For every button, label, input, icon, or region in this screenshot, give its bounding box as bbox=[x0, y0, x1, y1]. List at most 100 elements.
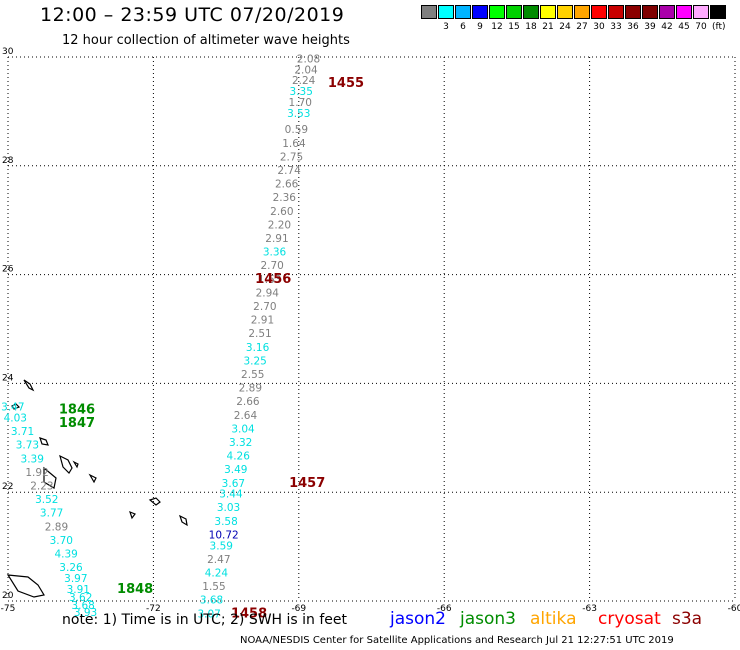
wave-height-value: 3.47 bbox=[1, 402, 24, 414]
turks-islands bbox=[129, 497, 161, 520]
wave-height-value: 3.59 bbox=[210, 540, 233, 552]
wave-height-value: 2.55 bbox=[241, 369, 264, 381]
wave-height-value: 3.25 bbox=[243, 355, 266, 367]
color-scale-label: 30 bbox=[593, 22, 605, 32]
wave-height-value: 1.55 bbox=[202, 581, 225, 593]
wave-height-value: 3.67 bbox=[222, 478, 245, 490]
satellite-label-jason2: jason2 bbox=[390, 609, 446, 629]
wave-height-value: 3.93 bbox=[74, 607, 97, 619]
color-swatch bbox=[659, 5, 675, 19]
chart-subtitle: 12 hour collection of altimeter wave hei… bbox=[62, 33, 350, 48]
wave-height-value: 3.58 bbox=[214, 516, 237, 528]
latitude-tick-label: 30 bbox=[2, 47, 14, 57]
bahamas-island-4 bbox=[59, 454, 73, 474]
wave-height-value: 2.75 bbox=[280, 151, 303, 163]
wave-height-value: 3.68 bbox=[200, 595, 223, 607]
color-swatch bbox=[574, 5, 590, 19]
wave-height-value: 2.04 bbox=[294, 64, 318, 76]
latitude-tick-label: 26 bbox=[2, 265, 14, 275]
wave-height-value: 1.92 bbox=[25, 467, 48, 479]
pass-time-label: 1455 bbox=[328, 76, 364, 91]
color-swatch bbox=[540, 5, 556, 19]
wave-height-value: 3.77 bbox=[40, 508, 63, 520]
land-outlines bbox=[6, 379, 188, 598]
wave-height-value: 1.64 bbox=[282, 138, 306, 150]
pass-time-label: 1847 bbox=[59, 416, 95, 431]
color-scale-label: 24 bbox=[559, 22, 571, 32]
wave-height-value: 2.91 bbox=[251, 315, 274, 327]
longitude-tick-label: -63 bbox=[582, 604, 597, 614]
wave-height-value: 2.94 bbox=[256, 287, 280, 299]
color-swatch bbox=[625, 5, 641, 19]
wave-height-value: 1.70 bbox=[289, 97, 312, 109]
wave-height-value: 3.73 bbox=[16, 440, 39, 452]
bahamas-island-5 bbox=[72, 460, 79, 469]
wave-height-value: 2.91 bbox=[265, 233, 288, 245]
wave-height-value: 10.72 bbox=[209, 529, 239, 541]
longitude-tick-label: -60 bbox=[728, 604, 740, 614]
color-scale-label: 27 bbox=[576, 22, 588, 32]
color-swatch bbox=[693, 5, 709, 19]
color-swatch bbox=[455, 5, 471, 19]
wave-height-value: 3.70 bbox=[50, 535, 73, 547]
wave-height-value: 2.70 bbox=[253, 301, 276, 313]
wave-height-value: 3.16 bbox=[246, 342, 270, 354]
wave-height-value: 2.20 bbox=[268, 219, 291, 231]
wave-height-value: 4.26 bbox=[227, 451, 251, 463]
wave-height-value: 4.39 bbox=[54, 548, 77, 560]
wave-height-value: 2.66 bbox=[236, 396, 260, 408]
bahamas-island-3 bbox=[39, 437, 49, 446]
wave-height-value: 0.59 bbox=[285, 124, 308, 136]
color-swatch bbox=[608, 5, 624, 19]
bahamas-island-1 bbox=[11, 403, 21, 410]
wave-height-value: 3.62 bbox=[69, 592, 92, 604]
wave-height-value: 3.35 bbox=[290, 86, 313, 98]
wave-height-value: 3.52 bbox=[35, 494, 58, 506]
wave-height-track: 2.082.042.243.351.703.53 0.59 1.642.75 2.74… bbox=[1, 53, 320, 620]
wave-height-value: 3.53 bbox=[287, 108, 310, 120]
color-swatch bbox=[472, 5, 488, 19]
hispaniola-coast bbox=[6, 574, 45, 598]
chart-title: 12:00 – 23:59 UTC 07/20/2019 bbox=[40, 4, 345, 26]
color-swatch bbox=[557, 5, 573, 19]
caicos-islands bbox=[178, 514, 188, 527]
wave-height-value: 3.32 bbox=[229, 437, 252, 449]
color-swatch bbox=[506, 5, 522, 19]
satellite-label-altika: altika bbox=[530, 609, 577, 629]
wave-height-value: 2.89 bbox=[45, 521, 68, 533]
bahamas-island-2 bbox=[23, 379, 35, 392]
wave-height-value: 2.60 bbox=[270, 206, 293, 218]
wave-height-value: 3.71 bbox=[11, 426, 34, 438]
satellite-label-s3a: s3a bbox=[672, 609, 703, 629]
color-scale-label: 45 bbox=[678, 22, 690, 32]
color-swatch bbox=[489, 5, 505, 19]
color-scale-label: 39 bbox=[644, 22, 656, 32]
wave-height-value: 2.89 bbox=[239, 383, 262, 395]
footer-note: note: 1) Time is in UTC; 2) SWH is in fe… bbox=[62, 612, 348, 628]
satellite-label-jason3: jason3 bbox=[460, 609, 516, 629]
wave-height-value: 3.68 bbox=[71, 600, 94, 612]
latitude-tick-label: 20 bbox=[2, 591, 14, 601]
wave-height-value: 1.63 bbox=[258, 274, 281, 286]
pass-time-label: 1456 bbox=[255, 272, 291, 287]
color-swatch bbox=[523, 5, 539, 19]
latitude-tick-label: 24 bbox=[2, 373, 14, 383]
wave-height-value: 3.04 bbox=[231, 423, 255, 435]
latitude-tick-label: 28 bbox=[2, 156, 14, 166]
wave-height-value: 2.70 bbox=[260, 260, 283, 272]
wave-height-value: 3.49 bbox=[224, 464, 247, 476]
latitude-tick-label: 22 bbox=[2, 482, 13, 492]
map-grid: -75 -72 -69 -66 -63 -60 20 22 24 26 28 30 bbox=[1, 47, 740, 614]
wave-height-value: 2.64 bbox=[234, 410, 258, 422]
satellite-label-cryosat: cryosat bbox=[598, 609, 661, 629]
color-swatch bbox=[676, 5, 692, 19]
wave-height-value: 3.03 bbox=[217, 502, 240, 514]
wave-height-value: 2.51 bbox=[248, 328, 271, 340]
wave-height-value: 3.39 bbox=[21, 453, 44, 465]
color-scale-label: 42 bbox=[661, 22, 673, 32]
wave-height-value: 4.03 bbox=[4, 412, 27, 424]
color-scale-label: 3 bbox=[443, 22, 449, 32]
pass-time-label: 1458 bbox=[231, 606, 267, 621]
color-scale-unit: (ft) bbox=[712, 22, 726, 32]
